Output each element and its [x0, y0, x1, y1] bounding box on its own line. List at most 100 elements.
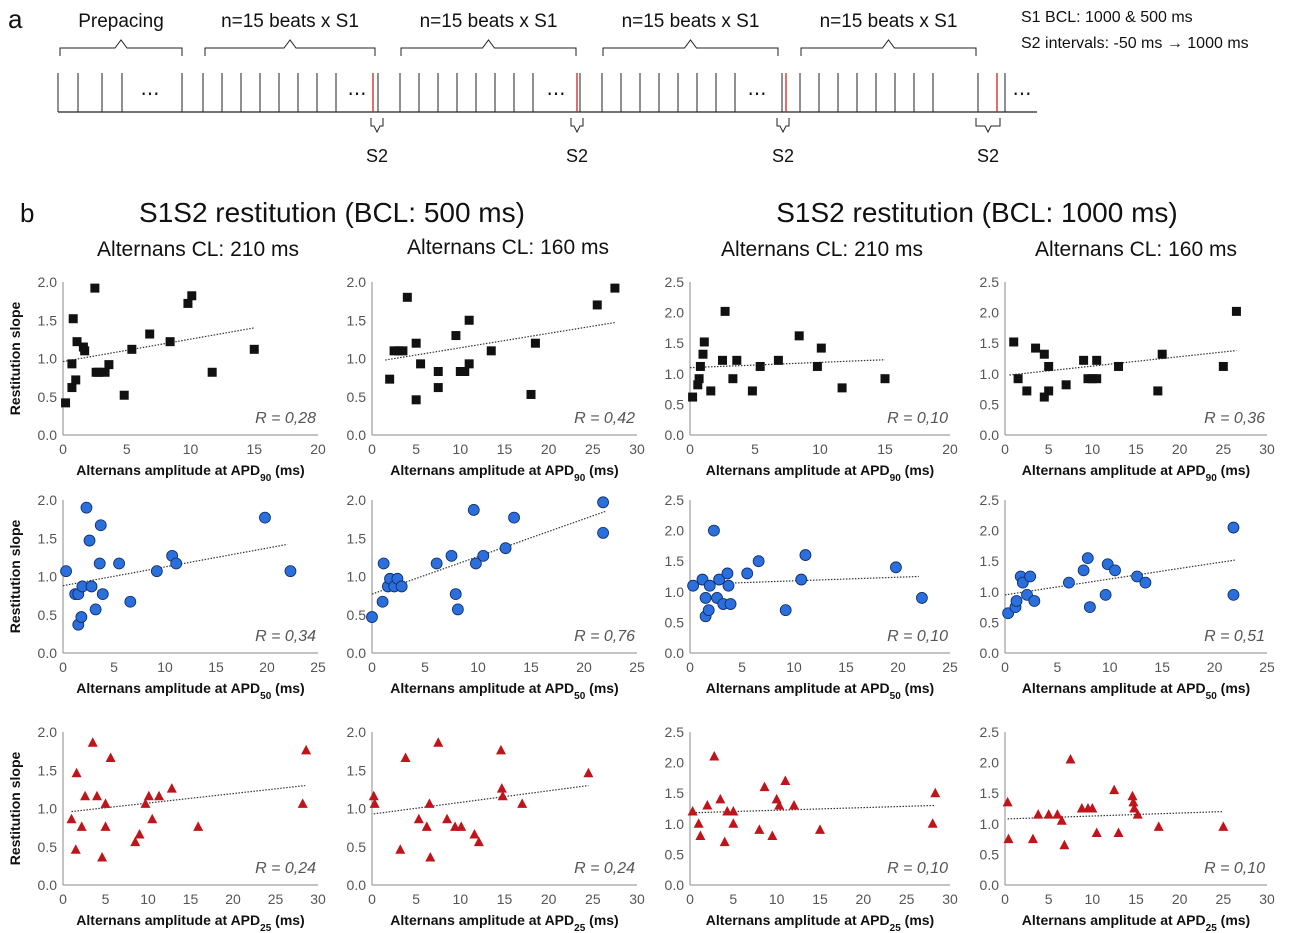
y-tick-label: 1.5: [980, 553, 1000, 569]
s2-intervals-info: S2 intervals: -50 ms → 1000 ms: [1021, 35, 1249, 52]
data-point: [1059, 839, 1070, 850]
x-axis-label: Alternans amplitude at APD25 (ms): [390, 912, 618, 933]
x-tick-label: 20: [856, 891, 872, 907]
y-tick-label: 0.5: [665, 396, 685, 412]
data-point: [1033, 809, 1044, 819]
data-point: [1218, 361, 1228, 371]
data-point: [927, 818, 938, 828]
x-tick-label: 5: [738, 659, 746, 675]
x-axis-label: Alternans amplitude at APD50 (ms): [76, 680, 304, 702]
data-point: [402, 292, 412, 302]
x-tick-label: 25: [310, 659, 326, 675]
data-point: [773, 355, 783, 365]
x-tick-label: 25: [629, 659, 645, 675]
data-point: [1079, 355, 1089, 365]
scatter-plot-r1-c2: 0.0 0.5 1.0 1.5 2.0 0 5 10 15 20 25 30 R = 0,42 Alter…: [347, 274, 645, 484]
group-label: n=15 beats x S1: [221, 11, 359, 32]
data-point: [284, 565, 297, 578]
data-point: [1128, 796, 1139, 807]
data-point: [722, 579, 735, 592]
x-tick-label: 10: [1085, 441, 1101, 457]
y-axis-label: Restitution slope: [7, 520, 23, 634]
data-point: [1114, 361, 1124, 371]
ellipsis-dots: ⋯: [547, 84, 566, 105]
x-tick-label: 20: [541, 891, 557, 907]
x-tick-label: 30: [629, 441, 645, 457]
x-tick-label: 30: [1259, 891, 1275, 907]
y-tick-label: 0.0: [980, 427, 1000, 443]
data-point: [411, 395, 421, 405]
y-tick-label: 2.0: [665, 305, 685, 321]
x-tick-label: 15: [877, 441, 893, 457]
s2-label: S2: [772, 146, 794, 166]
ellipsis-dots: ⋯: [748, 84, 767, 105]
x-tick-label: 20: [1172, 441, 1188, 457]
x-tick-label: 30: [942, 891, 958, 907]
data-point: [721, 567, 734, 580]
data-point: [497, 790, 508, 801]
data-point: [699, 337, 709, 347]
data-point: [451, 603, 464, 616]
data-point: [1039, 349, 1049, 359]
data-point: [100, 798, 111, 808]
trend-line: [71, 784, 306, 813]
x-tick-label: 5: [110, 659, 118, 675]
x-tick-label: 15: [1154, 659, 1170, 675]
data-point: [1022, 386, 1032, 396]
y-tick-label: 1.5: [980, 335, 1000, 351]
data-point: [687, 579, 700, 592]
data-point: [1091, 827, 1102, 837]
column-title-1: Alternans CL: 210 ms: [97, 238, 299, 261]
x-tick-label: 0: [368, 891, 376, 907]
group-brace: [204, 39, 376, 56]
data-point: [1081, 552, 1094, 565]
x-tick-label: 0: [686, 659, 694, 675]
data-point: [456, 821, 467, 831]
x-tick-label: 0: [1001, 891, 1009, 907]
x-tick-label: 10: [453, 441, 469, 457]
data-point: [424, 798, 435, 808]
data-point: [702, 604, 715, 617]
x-axis-label: Alternans amplitude at APD50 (ms): [390, 680, 618, 702]
group-brace: [59, 39, 183, 56]
data-point: [728, 374, 738, 384]
y-tick-label: 2.0: [980, 305, 1000, 321]
data-point: [517, 798, 528, 808]
x-tick-label: 5: [102, 891, 110, 907]
x-tick-label: 20: [259, 659, 275, 675]
y-tick-label: 0.0: [980, 877, 1000, 893]
scatter-plot-r3-c1: 0.0 0.5 1.0 1.5 2.0 0 5 10 15 20 25 30 R = 0,24 Alter…: [7, 724, 326, 933]
x-tick-label: 0: [59, 659, 67, 675]
group-label: n=15 beats x S1: [622, 11, 760, 32]
correlation-label: R = 0,24: [255, 860, 316, 877]
data-point: [416, 359, 426, 369]
data-point: [713, 573, 726, 586]
ellipsis-dots: ⋯: [348, 84, 367, 105]
y-tick-label: 0.5: [665, 846, 685, 862]
y-tick-label: 0.5: [38, 607, 58, 623]
data-point: [767, 830, 778, 841]
data-point: [80, 790, 91, 801]
data-point: [774, 799, 785, 810]
data-point: [113, 557, 125, 570]
data-point: [706, 386, 716, 396]
data-point: [1231, 306, 1241, 316]
data-point: [728, 818, 739, 828]
data-point: [583, 767, 594, 778]
data-point: [699, 592, 712, 604]
group-label: Prepacing: [78, 11, 164, 32]
s2-brace: [776, 118, 790, 134]
data-point: [1153, 386, 1163, 396]
data-point: [72, 337, 82, 347]
s2-brace: [370, 118, 384, 134]
data-point: [445, 549, 458, 562]
data-point: [741, 567, 754, 580]
y-tick-label: 2.5: [980, 492, 1000, 508]
trend-line: [62, 327, 255, 363]
scatter-plot-r2-c3: 0.0 0.5 1.0 1.5 2.0 2.5 0 5 10 15 20 25 R = 0,10 Alte…: [665, 492, 958, 702]
group-title-bcl-500: S1S2 restitution (BCL: 500 ms): [139, 197, 525, 228]
y-tick-label: 1.5: [347, 762, 367, 778]
y-tick-label: 1.5: [38, 530, 58, 546]
data-point: [83, 534, 96, 547]
data-point: [425, 851, 436, 862]
